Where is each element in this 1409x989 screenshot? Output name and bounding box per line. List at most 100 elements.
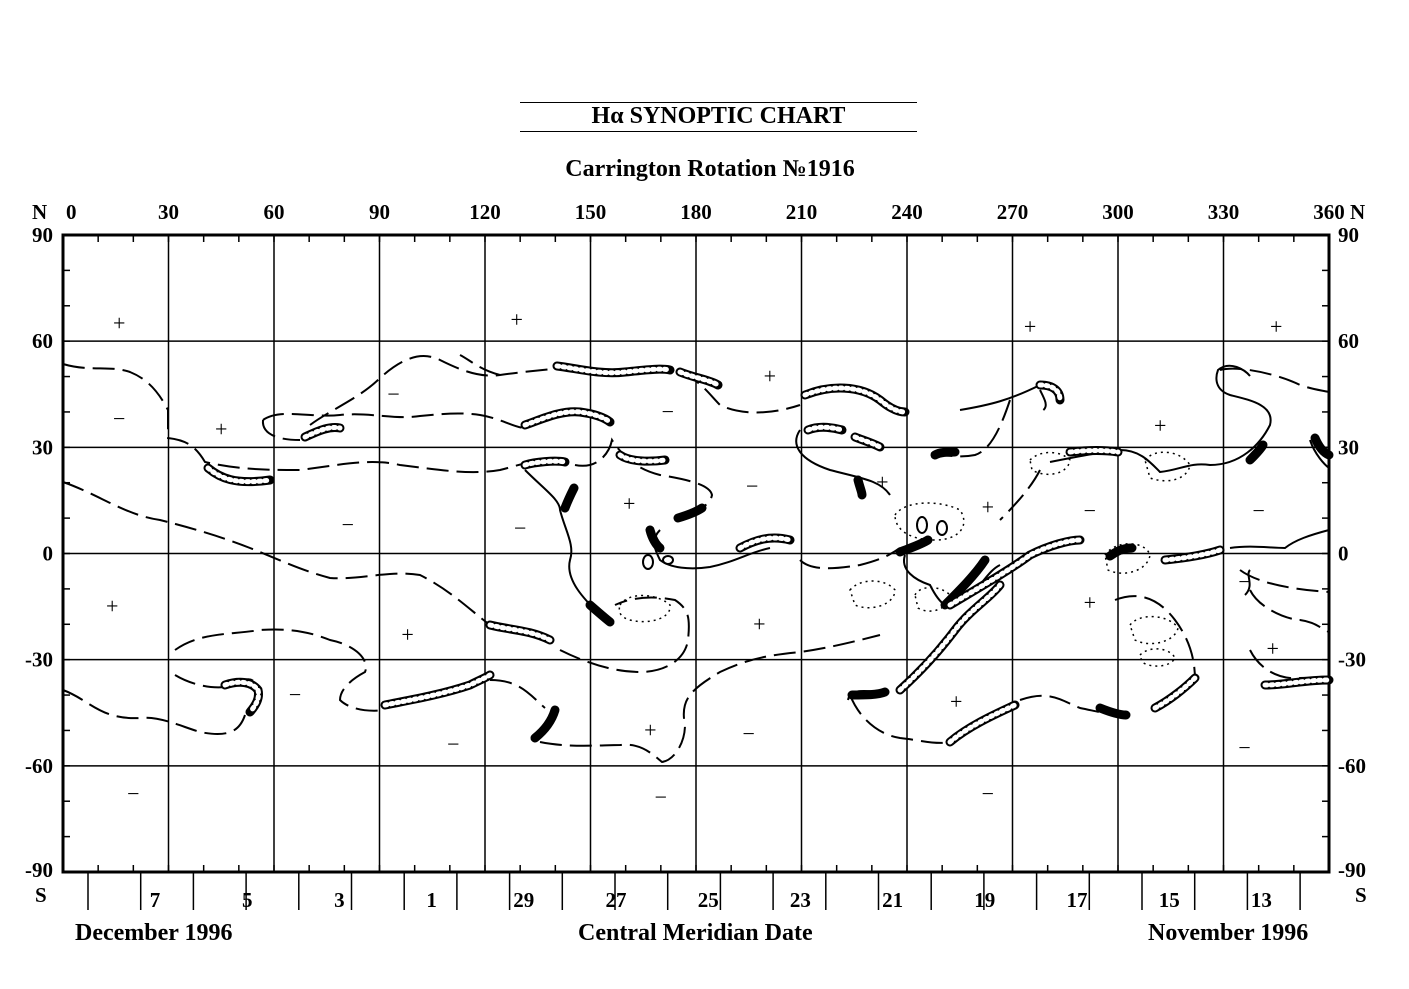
neutral-line	[1309, 439, 1330, 469]
neutral-line	[489, 679, 546, 709]
neutral-line	[1244, 569, 1251, 596]
neutral-line	[62, 363, 551, 474]
filament	[1095, 703, 1131, 720]
footer-right: November 1996	[1148, 920, 1309, 946]
longitude-label: 0	[66, 200, 77, 224]
polarity-positive: +	[644, 717, 656, 742]
latitude-label-left: 0	[43, 542, 54, 566]
polarity-positive: +	[950, 689, 962, 714]
date-label: 7	[150, 888, 161, 912]
north-label-left: N	[32, 200, 47, 224]
longitude-label: 120	[469, 200, 501, 224]
latitude-label-left: -30	[25, 648, 53, 672]
active-region	[642, 554, 654, 570]
latitude-label-left: -90	[25, 858, 53, 882]
filament	[1310, 433, 1334, 460]
filament	[930, 447, 960, 460]
date-label: 27	[606, 888, 627, 912]
latitude-label-right: 90	[1338, 223, 1359, 247]
polarity-negative: −	[743, 721, 755, 746]
neutral-line	[1229, 529, 1330, 550]
filament	[673, 503, 707, 523]
grid	[63, 235, 1329, 872]
filament	[853, 475, 867, 500]
chart-subtitle: Carrington Rotation №1916	[565, 156, 855, 182]
polarity-positive: +	[1267, 636, 1279, 661]
polarity-positive: +	[401, 622, 413, 647]
polarity-negative: −	[1238, 569, 1250, 594]
polarity-positive: +	[753, 611, 765, 636]
polarity-negative: −	[1238, 735, 1250, 760]
longitude-label: 270	[997, 200, 1029, 224]
polarity-positive: +	[106, 594, 118, 619]
plage	[1139, 648, 1176, 667]
axis-ticks	[63, 235, 1329, 910]
polarity-positive: +	[1084, 590, 1096, 615]
longitude-label: 210	[786, 200, 818, 224]
longitude-label: 240	[891, 200, 923, 224]
polarity-positive: +	[215, 417, 227, 442]
longitude-label: 180	[680, 200, 712, 224]
latitude-label-right: -90	[1338, 858, 1366, 882]
active-region	[916, 516, 928, 534]
neutral-line	[1114, 595, 1196, 681]
plage	[894, 502, 965, 541]
polarity-positive: +	[623, 491, 635, 516]
neutral-line	[959, 384, 1041, 411]
polarity-positive: +	[764, 364, 776, 389]
polarity-positive: +	[876, 470, 888, 495]
neutral-line	[1039, 389, 1047, 413]
neutral-line	[1249, 589, 1330, 633]
neutral-line	[261, 419, 301, 441]
south-label-left: S	[35, 883, 47, 907]
plage-regions	[618, 451, 1191, 667]
polarity-positive: +	[113, 310, 125, 335]
neutral-line	[795, 429, 891, 496]
polarity-negative: −	[387, 381, 399, 406]
latitude-label-right: -60	[1338, 754, 1366, 778]
filament	[895, 535, 933, 557]
polarity-positive: +	[510, 307, 522, 332]
date-label: 13	[1251, 888, 1272, 912]
latitude-label-left: -60	[25, 754, 53, 778]
neutral-line	[799, 547, 901, 570]
neutral-line	[459, 354, 501, 376]
longitude-label: 300	[1102, 200, 1134, 224]
chart-title: Hα SYNOPTIC CHART	[520, 102, 917, 132]
neutral-line	[62, 689, 246, 735]
filament	[585, 600, 615, 627]
date-label: 23	[790, 888, 811, 912]
polarity-positive: +	[1024, 314, 1036, 339]
date-label: 17	[1067, 888, 1088, 912]
neutral-line	[574, 437, 714, 511]
filament	[1245, 440, 1268, 465]
polarity-negative: −	[655, 785, 667, 810]
polarity-positive: +	[982, 494, 994, 519]
filament	[1105, 543, 1137, 561]
active-region	[662, 555, 674, 565]
plage	[1029, 451, 1071, 476]
plage	[1129, 616, 1179, 645]
polarity-negative: −	[662, 399, 674, 424]
latitude-label-right: 0	[1338, 542, 1349, 566]
polarity-negative: −	[1084, 498, 1096, 523]
date-label: 5	[242, 888, 253, 912]
south-label-right: S	[1355, 883, 1367, 907]
filament	[560, 483, 579, 513]
polarity-negative: −	[982, 781, 994, 806]
north-label-right: N	[1350, 200, 1365, 224]
filament	[530, 705, 560, 743]
plage	[849, 580, 896, 609]
neutral-line	[262, 412, 526, 429]
date-label: 21	[882, 888, 903, 912]
date-label: 25	[698, 888, 719, 912]
date-label: 19	[974, 888, 995, 912]
polarity-negative: −	[342, 512, 354, 537]
neutral-line	[999, 469, 1041, 521]
neutral-line	[524, 469, 601, 616]
polarity-negative: −	[746, 473, 758, 498]
footer-left: December 1996	[75, 920, 233, 946]
filaments	[203, 361, 1334, 747]
